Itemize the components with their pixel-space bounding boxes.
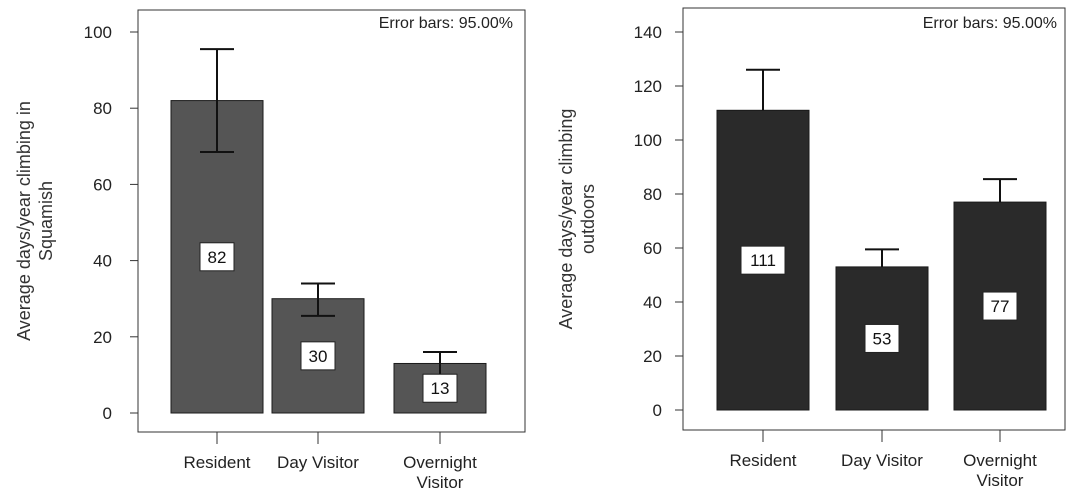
y-tick-label: 80 xyxy=(93,99,112,118)
value-label-box xyxy=(422,373,458,403)
error-bars-note: Error bars: 95.00% xyxy=(379,15,513,32)
value-label-box xyxy=(864,323,900,353)
y-axis-label: Squamish xyxy=(36,181,56,261)
y-tick-label: 120 xyxy=(634,77,662,96)
category-label: Visitor xyxy=(417,473,464,492)
value-label: 82 xyxy=(208,248,227,267)
value-label: 77 xyxy=(991,297,1010,316)
category-label: Visitor xyxy=(977,471,1024,490)
plot-frame xyxy=(137,9,526,433)
y-axis-label: Average days/year climbing xyxy=(556,109,576,330)
y-tick-label: 60 xyxy=(643,239,662,258)
y-tick-label: 0 xyxy=(103,404,112,423)
error-bars-note: Error bars: 95.00% xyxy=(923,15,1057,32)
y-tick-label: 40 xyxy=(643,293,662,312)
value-label-box xyxy=(300,341,336,371)
category-label: Resident xyxy=(729,451,796,470)
category-label: Resident xyxy=(183,453,250,472)
y-tick-label: 100 xyxy=(84,23,112,42)
y-tick-label: 20 xyxy=(93,328,112,347)
value-label-box xyxy=(740,245,786,275)
y-tick-label: 40 xyxy=(93,252,112,271)
y-tick-label: 80 xyxy=(643,185,662,204)
y-tick-label: 140 xyxy=(634,23,662,42)
y-tick-label: 100 xyxy=(634,131,662,150)
value-label: 30 xyxy=(309,347,328,366)
y-tick-label: 0 xyxy=(653,401,662,420)
y-axis-label: Average days/year climbing in xyxy=(14,101,34,341)
value-label-box xyxy=(199,242,235,272)
category-label: Day Visitor xyxy=(277,453,359,472)
category-label: Overnight xyxy=(403,453,477,472)
chart-squamish-days: 0 20 40 60 80 100 Average days/year climbing i… xyxy=(14,9,526,492)
value-label: 13 xyxy=(431,379,450,398)
chart-outdoor-days: 0 20 40 60 80 100 120 140 Average days/year clim… xyxy=(556,7,1066,490)
value-label-box xyxy=(982,291,1018,321)
category-label: Day Visitor xyxy=(841,451,923,470)
y-tick-label: 20 xyxy=(643,347,662,366)
y-tick-label: 60 xyxy=(93,175,112,194)
y-axis-label: outdoors xyxy=(578,184,598,254)
value-label: 111 xyxy=(750,251,776,270)
plot-frame xyxy=(682,7,1066,431)
category-label: Overnight xyxy=(963,451,1037,470)
value-label: 53 xyxy=(873,329,892,348)
